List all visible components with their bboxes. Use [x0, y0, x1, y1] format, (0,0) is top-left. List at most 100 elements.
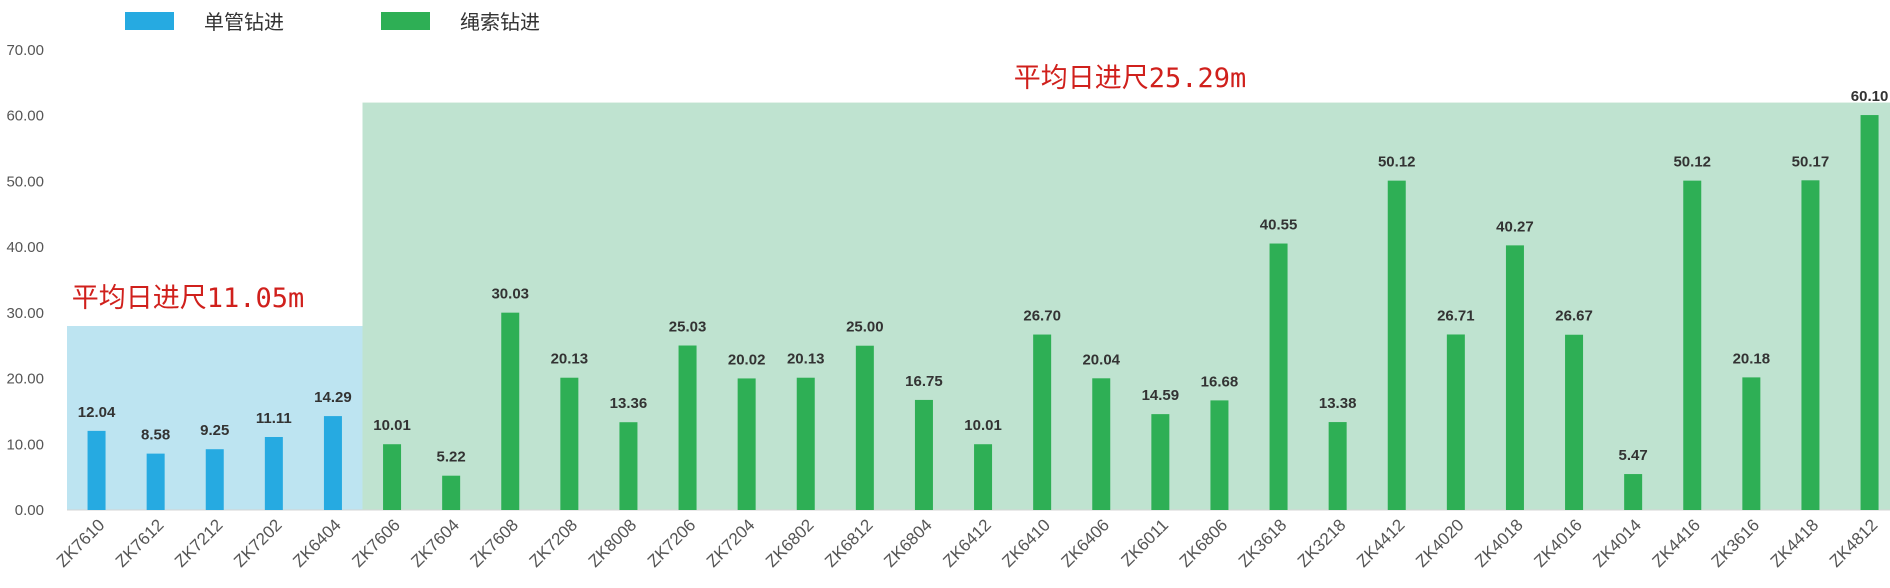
x-tick-label: ZK7608 [467, 515, 523, 571]
value-label: 26.70 [1023, 308, 1061, 325]
x-tick-label: ZK4418 [1767, 515, 1823, 571]
value-label: 50.12 [1673, 154, 1711, 171]
value-label: 5.22 [437, 449, 466, 466]
bar-zk4412 [1387, 180, 1406, 510]
x-tick-label: ZK7606 [348, 515, 404, 571]
legend-label-single: 单管钻进 [204, 10, 284, 34]
bar-zk6412 [974, 444, 993, 510]
bar-zk6406 [1092, 378, 1111, 510]
value-label: 60.10 [1851, 88, 1889, 105]
legend-swatch-single [125, 11, 174, 30]
x-tick-label: ZK4018 [1471, 515, 1527, 571]
bar-zk7606 [383, 444, 402, 510]
x-tick-label: ZK4812 [1826, 515, 1882, 571]
bar-zk4014 [1624, 474, 1643, 510]
bar-zk7604 [442, 475, 461, 510]
x-tick-label: ZK3618 [1235, 515, 1291, 571]
bar-zk7612 [146, 453, 165, 510]
bar-zk7202 [264, 436, 283, 510]
x-tick-label: ZK7206 [644, 515, 700, 571]
value-label: 20.18 [1733, 350, 1771, 367]
x-tick-label: ZK6806 [1176, 515, 1232, 571]
value-label: 8.58 [141, 427, 170, 444]
x-tick-label: ZK7612 [112, 515, 168, 571]
bar-zk3616 [1742, 377, 1761, 510]
value-label-layer: 12.04 8.58 9.25 11.11 14.29 10.01 5.22 30.03 20.… [78, 88, 1889, 466]
value-label: 20.13 [787, 351, 825, 368]
bar-zk4020 [1446, 334, 1465, 510]
bar-zk7610 [87, 430, 106, 510]
value-label: 16.68 [1201, 373, 1239, 390]
legend-item-single: 单管钻进 [125, 6, 284, 35]
value-label: 50.12 [1378, 154, 1416, 171]
x-tick-label: ZK4014 [1589, 515, 1645, 571]
bar-zk6011 [1151, 414, 1170, 510]
bar-zk6812 [855, 345, 874, 510]
x-tick-label: ZK6406 [1058, 515, 1114, 571]
y-axis: 0.00 10.00 20.00 30.00 40.00 50.00 60.00 70.00 [6, 42, 1890, 519]
bar-zk7608 [501, 312, 520, 510]
value-label: 26.71 [1437, 307, 1475, 324]
bar-zk7208 [560, 377, 579, 510]
x-tick-label: ZK4416 [1649, 515, 1705, 571]
bar-zk6806 [1210, 400, 1229, 510]
y-tick-label: 50.00 [6, 173, 44, 190]
value-label: 50.17 [1792, 153, 1830, 170]
value-label: 20.02 [728, 351, 766, 368]
x-tick-label: ZK7208 [526, 515, 582, 571]
x-tick-label: ZK6011 [1118, 515, 1173, 570]
average-label-single: 平均日进尺11.05m [72, 283, 305, 314]
value-label: 11.11 [256, 410, 292, 427]
average-label-layer: 平均日进尺11.05m 平均日进尺25.29m [72, 63, 1247, 314]
x-tick-label: ZK7610 [53, 515, 109, 571]
value-label: 10.01 [964, 417, 1002, 434]
value-label: 20.13 [551, 351, 589, 368]
value-label: 10.01 [373, 417, 411, 434]
value-label: 25.00 [846, 319, 884, 336]
y-tick-label: 10.00 [6, 436, 44, 453]
bar-zk6404 [323, 416, 342, 510]
x-tick-label: ZK6802 [762, 515, 818, 571]
x-tick-label: ZK7604 [407, 515, 463, 571]
value-label: 14.59 [1142, 387, 1180, 404]
average-label-rope: 平均日进尺25.29m [1014, 63, 1247, 94]
value-label: 40.55 [1260, 217, 1298, 234]
x-axis: ZK7610 ZK7612 ZK7212 ZK7202 ZK6404 ZK7606 ZK76… [53, 515, 1882, 571]
y-tick-label: 20.00 [6, 371, 44, 388]
legend-item-rope: 绳索钻进 [381, 6, 540, 35]
bar-zk4418 [1801, 180, 1820, 510]
value-label: 40.27 [1496, 218, 1534, 235]
value-label: 9.25 [200, 422, 229, 439]
bar-zk6804 [914, 399, 933, 510]
x-tick-label: ZK4020 [1412, 515, 1468, 571]
bar-zk3218 [1328, 422, 1347, 510]
x-tick-label: ZK4412 [1353, 515, 1409, 571]
legend-swatch-rope [381, 11, 430, 30]
bar-zk8008 [619, 422, 638, 510]
y-tick-label: 30.00 [6, 305, 44, 322]
value-label: 25.03 [669, 319, 707, 336]
value-label: 14.29 [314, 389, 352, 406]
y-tick-label: 40.00 [6, 239, 44, 256]
x-tick-label: ZK7212 [171, 515, 227, 571]
value-label: 5.47 [1619, 447, 1648, 464]
y-tick-label: 0.00 [15, 502, 44, 519]
bar-zk7204 [737, 378, 756, 510]
x-tick-label: ZK8008 [585, 515, 641, 571]
bar-zk3618 [1269, 243, 1288, 510]
bar-zk4416 [1683, 180, 1702, 510]
bar-layer [87, 115, 1879, 511]
value-label: 30.03 [491, 286, 529, 303]
x-tick-label: ZK3218 [1294, 515, 1350, 571]
zone-rope [362, 102, 1890, 511]
bar-zk7206 [678, 345, 697, 510]
x-tick-label: ZK3616 [1708, 515, 1764, 571]
value-label: 13.36 [610, 395, 648, 412]
value-label: 13.38 [1319, 395, 1357, 412]
y-tick-label: 60.00 [6, 108, 44, 125]
x-tick-label: ZK6412 [939, 515, 995, 571]
bar-zk7212 [205, 449, 224, 510]
x-tick-label: ZK4016 [1530, 515, 1586, 571]
